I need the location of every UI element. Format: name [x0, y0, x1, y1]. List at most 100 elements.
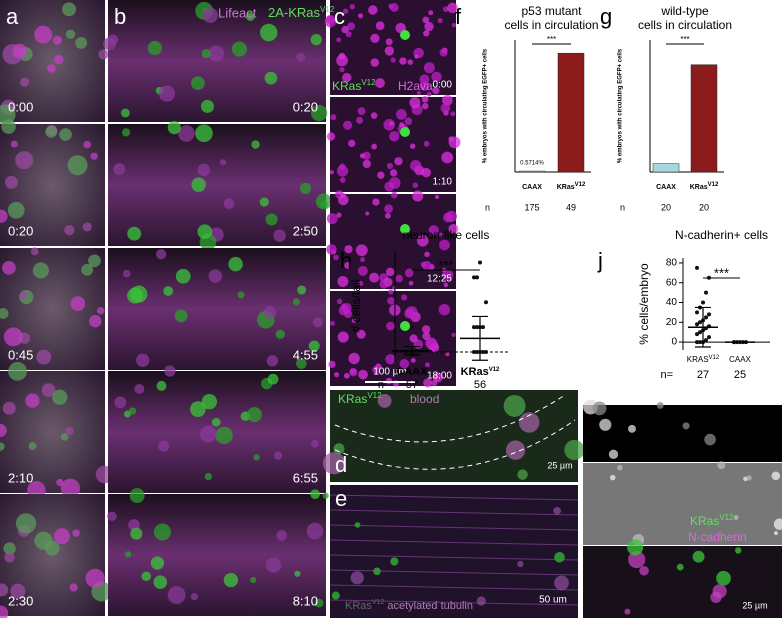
blob [409, 143, 416, 149]
blob [59, 128, 72, 141]
blob [34, 531, 53, 550]
blob [336, 37, 342, 43]
x-tick-label: CAAX [656, 184, 676, 191]
blob [423, 62, 435, 74]
blob [388, 289, 394, 295]
blob [273, 451, 283, 460]
blob [400, 127, 410, 137]
timestamp: 0:00 [8, 99, 33, 114]
blob [609, 474, 616, 481]
timestamp: 1:10 [433, 177, 453, 188]
blob [400, 224, 410, 234]
blob [434, 194, 440, 200]
bar [652, 163, 680, 173]
blob [158, 85, 176, 102]
blob [336, 54, 348, 67]
blob [517, 469, 528, 480]
bar [690, 64, 718, 173]
timestamp: 0:20 [8, 223, 33, 238]
blob [733, 515, 739, 520]
blob [52, 35, 63, 45]
data-point [701, 300, 705, 305]
blob [322, 492, 329, 499]
y-axis-label: % embryos with circulating EGFP+ cells [618, 48, 624, 163]
blob [25, 393, 40, 408]
blob [339, 66, 345, 73]
fiber [329, 494, 579, 501]
blob [127, 226, 142, 241]
blob [251, 140, 260, 149]
blob [247, 407, 262, 423]
n-value: 49 [566, 202, 576, 212]
blob [451, 22, 457, 28]
blob [639, 565, 649, 576]
y-tick-label: 40 [666, 297, 678, 308]
blob [324, 15, 337, 28]
blob [208, 45, 225, 62]
chart-title: cells in circulation [638, 18, 732, 32]
blob [0, 104, 16, 125]
data-point [695, 310, 699, 315]
blob [20, 77, 30, 87]
blob [399, 358, 410, 369]
blob [360, 257, 366, 263]
timestamp: 0:00 [433, 80, 453, 91]
blob [60, 478, 81, 498]
blob [384, 212, 391, 219]
n-value: 57 [406, 379, 418, 391]
channel-label: N-cadherin [688, 530, 747, 544]
blob [333, 443, 345, 455]
blob [175, 268, 191, 284]
blob [310, 489, 320, 500]
blob [164, 365, 176, 377]
legend: Lifeact [218, 5, 257, 20]
blob [388, 177, 401, 189]
blob [341, 303, 352, 314]
image [330, 485, 578, 618]
blob [717, 461, 726, 470]
blob [231, 41, 248, 57]
y-axis-label: # cells/tail [349, 280, 363, 333]
blob [399, 122, 405, 128]
blob [440, 103, 451, 113]
blob [191, 177, 206, 192]
n-label: n [485, 202, 490, 212]
blob [294, 570, 301, 577]
blob [0, 583, 9, 597]
blob [65, 29, 76, 39]
blob [399, 57, 407, 65]
blob [400, 30, 410, 40]
panel-label: g [600, 4, 612, 29]
blob [425, 337, 437, 349]
blob [371, 143, 377, 150]
significance: *** [547, 35, 556, 44]
blob [395, 274, 403, 283]
blob [328, 360, 336, 369]
blob [82, 222, 92, 232]
blob [388, 3, 394, 9]
blob [122, 269, 131, 278]
blob [296, 53, 306, 62]
blob [306, 522, 324, 540]
n-value: 20 [699, 202, 709, 212]
data-point [478, 260, 482, 265]
data-point [481, 325, 485, 330]
blob [443, 282, 449, 288]
blob [204, 472, 213, 481]
blob [200, 99, 214, 113]
blob [349, 368, 358, 377]
data-point [707, 275, 711, 280]
blob [329, 320, 336, 326]
blob [54, 54, 64, 65]
blob [712, 584, 727, 599]
blob [308, 340, 320, 352]
blob [333, 254, 339, 261]
panel-label: d [335, 452, 347, 477]
blob [656, 401, 664, 409]
blob [627, 424, 636, 433]
chart-title: N-cadherin+ cells [675, 228, 768, 242]
blob [375, 21, 385, 31]
blob [10, 140, 18, 148]
x-tick-label: KRASV12 [687, 355, 720, 365]
blob [423, 140, 430, 147]
